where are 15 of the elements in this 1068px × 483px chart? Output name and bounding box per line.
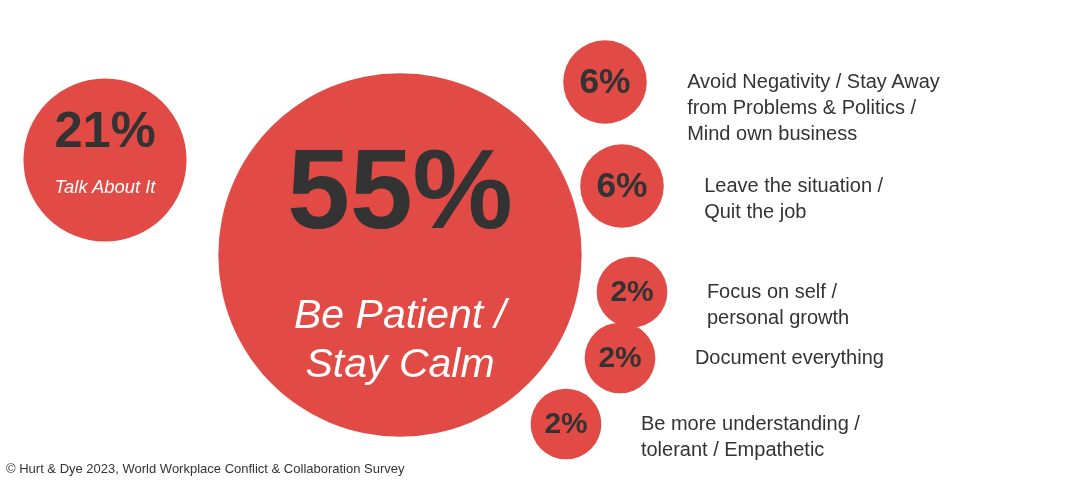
data-label: 2% bbox=[544, 406, 588, 439]
category-label: Be more understanding / tolerant / Empathetic bbox=[640, 412, 861, 460]
data-label: 2% bbox=[598, 340, 642, 373]
category-label: Focus on self / personal growth bbox=[706, 280, 850, 328]
category-label: Avoid Negativity / Stay Away from Problems & Politics / Mind own business bbox=[687, 70, 940, 144]
category-label: Leave the situation / Quit the job bbox=[704, 174, 884, 222]
text: © Hurt & Dye 2023, World Workplace Conflict & Collaboration Survey bbox=[6, 461, 406, 476]
data-label: 6% bbox=[596, 165, 648, 204]
data-label: 2% bbox=[610, 274, 654, 307]
data-label: 21% bbox=[54, 101, 156, 159]
data-label: 55% bbox=[287, 125, 513, 252]
category-label: Document everything bbox=[694, 346, 884, 368]
data-label: 6% bbox=[579, 61, 631, 100]
category-label: Talk About It bbox=[54, 176, 157, 198]
category-label: Be Patient / Stay Calm bbox=[294, 291, 510, 387]
